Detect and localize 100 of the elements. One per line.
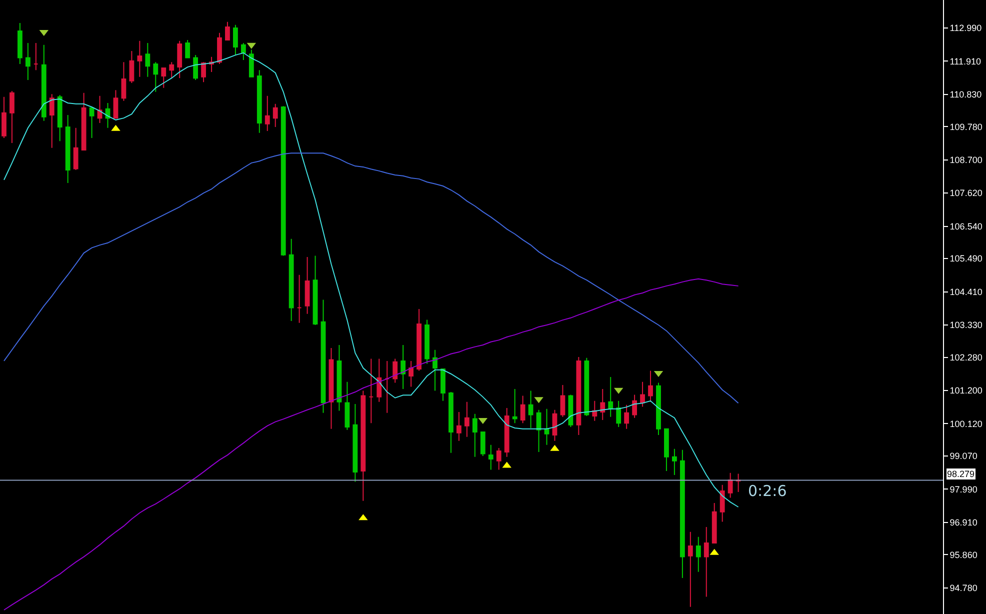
candlestick [25,42,30,80]
candlestick [584,357,590,416]
candlestick [648,370,653,402]
candlestick [137,40,142,78]
line-series [3,278,739,610]
line-series [3,52,739,508]
candlestick [177,40,182,79]
candlestick [10,90,14,144]
candlestick [608,376,614,418]
candlestick [145,42,150,78]
candlestick [225,21,230,40]
candlestick [336,344,342,412]
y-tick-label: 96.910 [950,518,978,528]
candlestick [256,70,262,134]
candlestick [312,255,318,326]
candlestick [672,448,677,476]
candlestick [233,24,238,56]
candlestick [248,49,254,78]
y-tick-label: 104.410 [950,286,982,297]
candlestick [664,428,669,472]
candlestick [720,484,725,522]
candlestick [600,388,606,420]
candlestick [384,360,390,414]
candlestick [97,95,102,124]
y-tick-label: 97.990 [950,484,978,494]
candlestick [712,502,717,544]
candlestick [49,94,54,148]
candlestick [121,62,126,102]
candlestick [193,54,198,80]
candlestick [288,238,294,322]
candlestick [368,358,374,424]
text: 0:2:6 [748,482,787,500]
candlestick [448,392,454,454]
candlestick [480,431,486,456]
candlestick [57,94,62,142]
candlestick [520,395,526,424]
candlestick [632,394,637,418]
y-tick-label: 103.330 [950,320,982,330]
candlestick [656,382,661,436]
candlestick [736,473,741,492]
candlestick [41,44,46,122]
candlestick [456,412,462,442]
y-tick-label: 106.540 [950,221,982,232]
candlestick [272,103,278,128]
candlestick [89,107,94,139]
candlestick [376,358,382,402]
candlestick [512,388,518,424]
candlestick [264,95,270,132]
candlestick [18,22,22,64]
candlestick [240,42,246,60]
y-tick-label: 100.120 [950,418,982,429]
candlestick [536,409,542,452]
candlestick [153,62,158,92]
candlestick [65,114,70,184]
ref-line-label: 98.279 [947,469,975,479]
candlestick [624,404,630,430]
y-tick-label: 108.700 [950,155,982,166]
candlestick [217,32,222,64]
y-tick-label: 94.780 [950,583,978,594]
y-tick-label: 110.830 [950,90,982,100]
candlestick [2,96,6,139]
candlestick [504,408,510,458]
candlestick [424,319,430,364]
y-tick-label: 107.620 [950,188,982,198]
candlestick [280,106,286,256]
candlestick [472,413,478,458]
candlestick [81,92,86,151]
candlestick [680,449,685,579]
y-tick-label: 112.990 [950,23,982,34]
candlestick [129,50,134,84]
y-tick-label: 105.490 [950,254,982,264]
candlestick [352,404,358,482]
candlestick [185,39,190,58]
candlestick [328,348,334,430]
candlestick [320,299,326,414]
candlestick [400,344,406,390]
candlestick [496,447,502,470]
candlestick [304,256,310,314]
candlestick [640,381,645,408]
candlestick [296,274,302,324]
y-tick-label: 99.070 [950,451,978,462]
candlestick [528,390,534,428]
y-tick-label: 95.860 [950,550,978,560]
candlestick [560,384,566,418]
y-tick-label: 109.780 [950,122,982,132]
candlestick [544,408,550,446]
candlestick [169,62,174,79]
y-tick-label: 111.910 [950,56,982,66]
line-series [3,152,739,404]
candlestick [728,472,733,498]
candlestick [161,67,166,88]
y-tick-label: 102.280 [950,352,982,362]
candlestick [696,536,701,572]
candlestick [416,308,422,372]
candlestick [344,381,350,430]
candlestick [73,127,78,171]
candlestick [576,356,582,436]
candlestick [616,400,622,428]
candlestick [568,394,574,428]
candlestick [552,409,558,442]
